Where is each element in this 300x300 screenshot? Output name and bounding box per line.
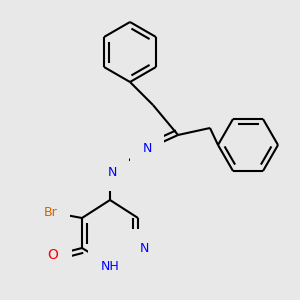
Text: H: H — [94, 163, 102, 173]
Text: N: N — [142, 142, 152, 154]
Text: O: O — [48, 248, 58, 262]
Text: Br: Br — [44, 206, 58, 220]
Text: N: N — [107, 166, 117, 178]
Text: NH: NH — [100, 260, 119, 274]
Text: N: N — [139, 242, 149, 254]
